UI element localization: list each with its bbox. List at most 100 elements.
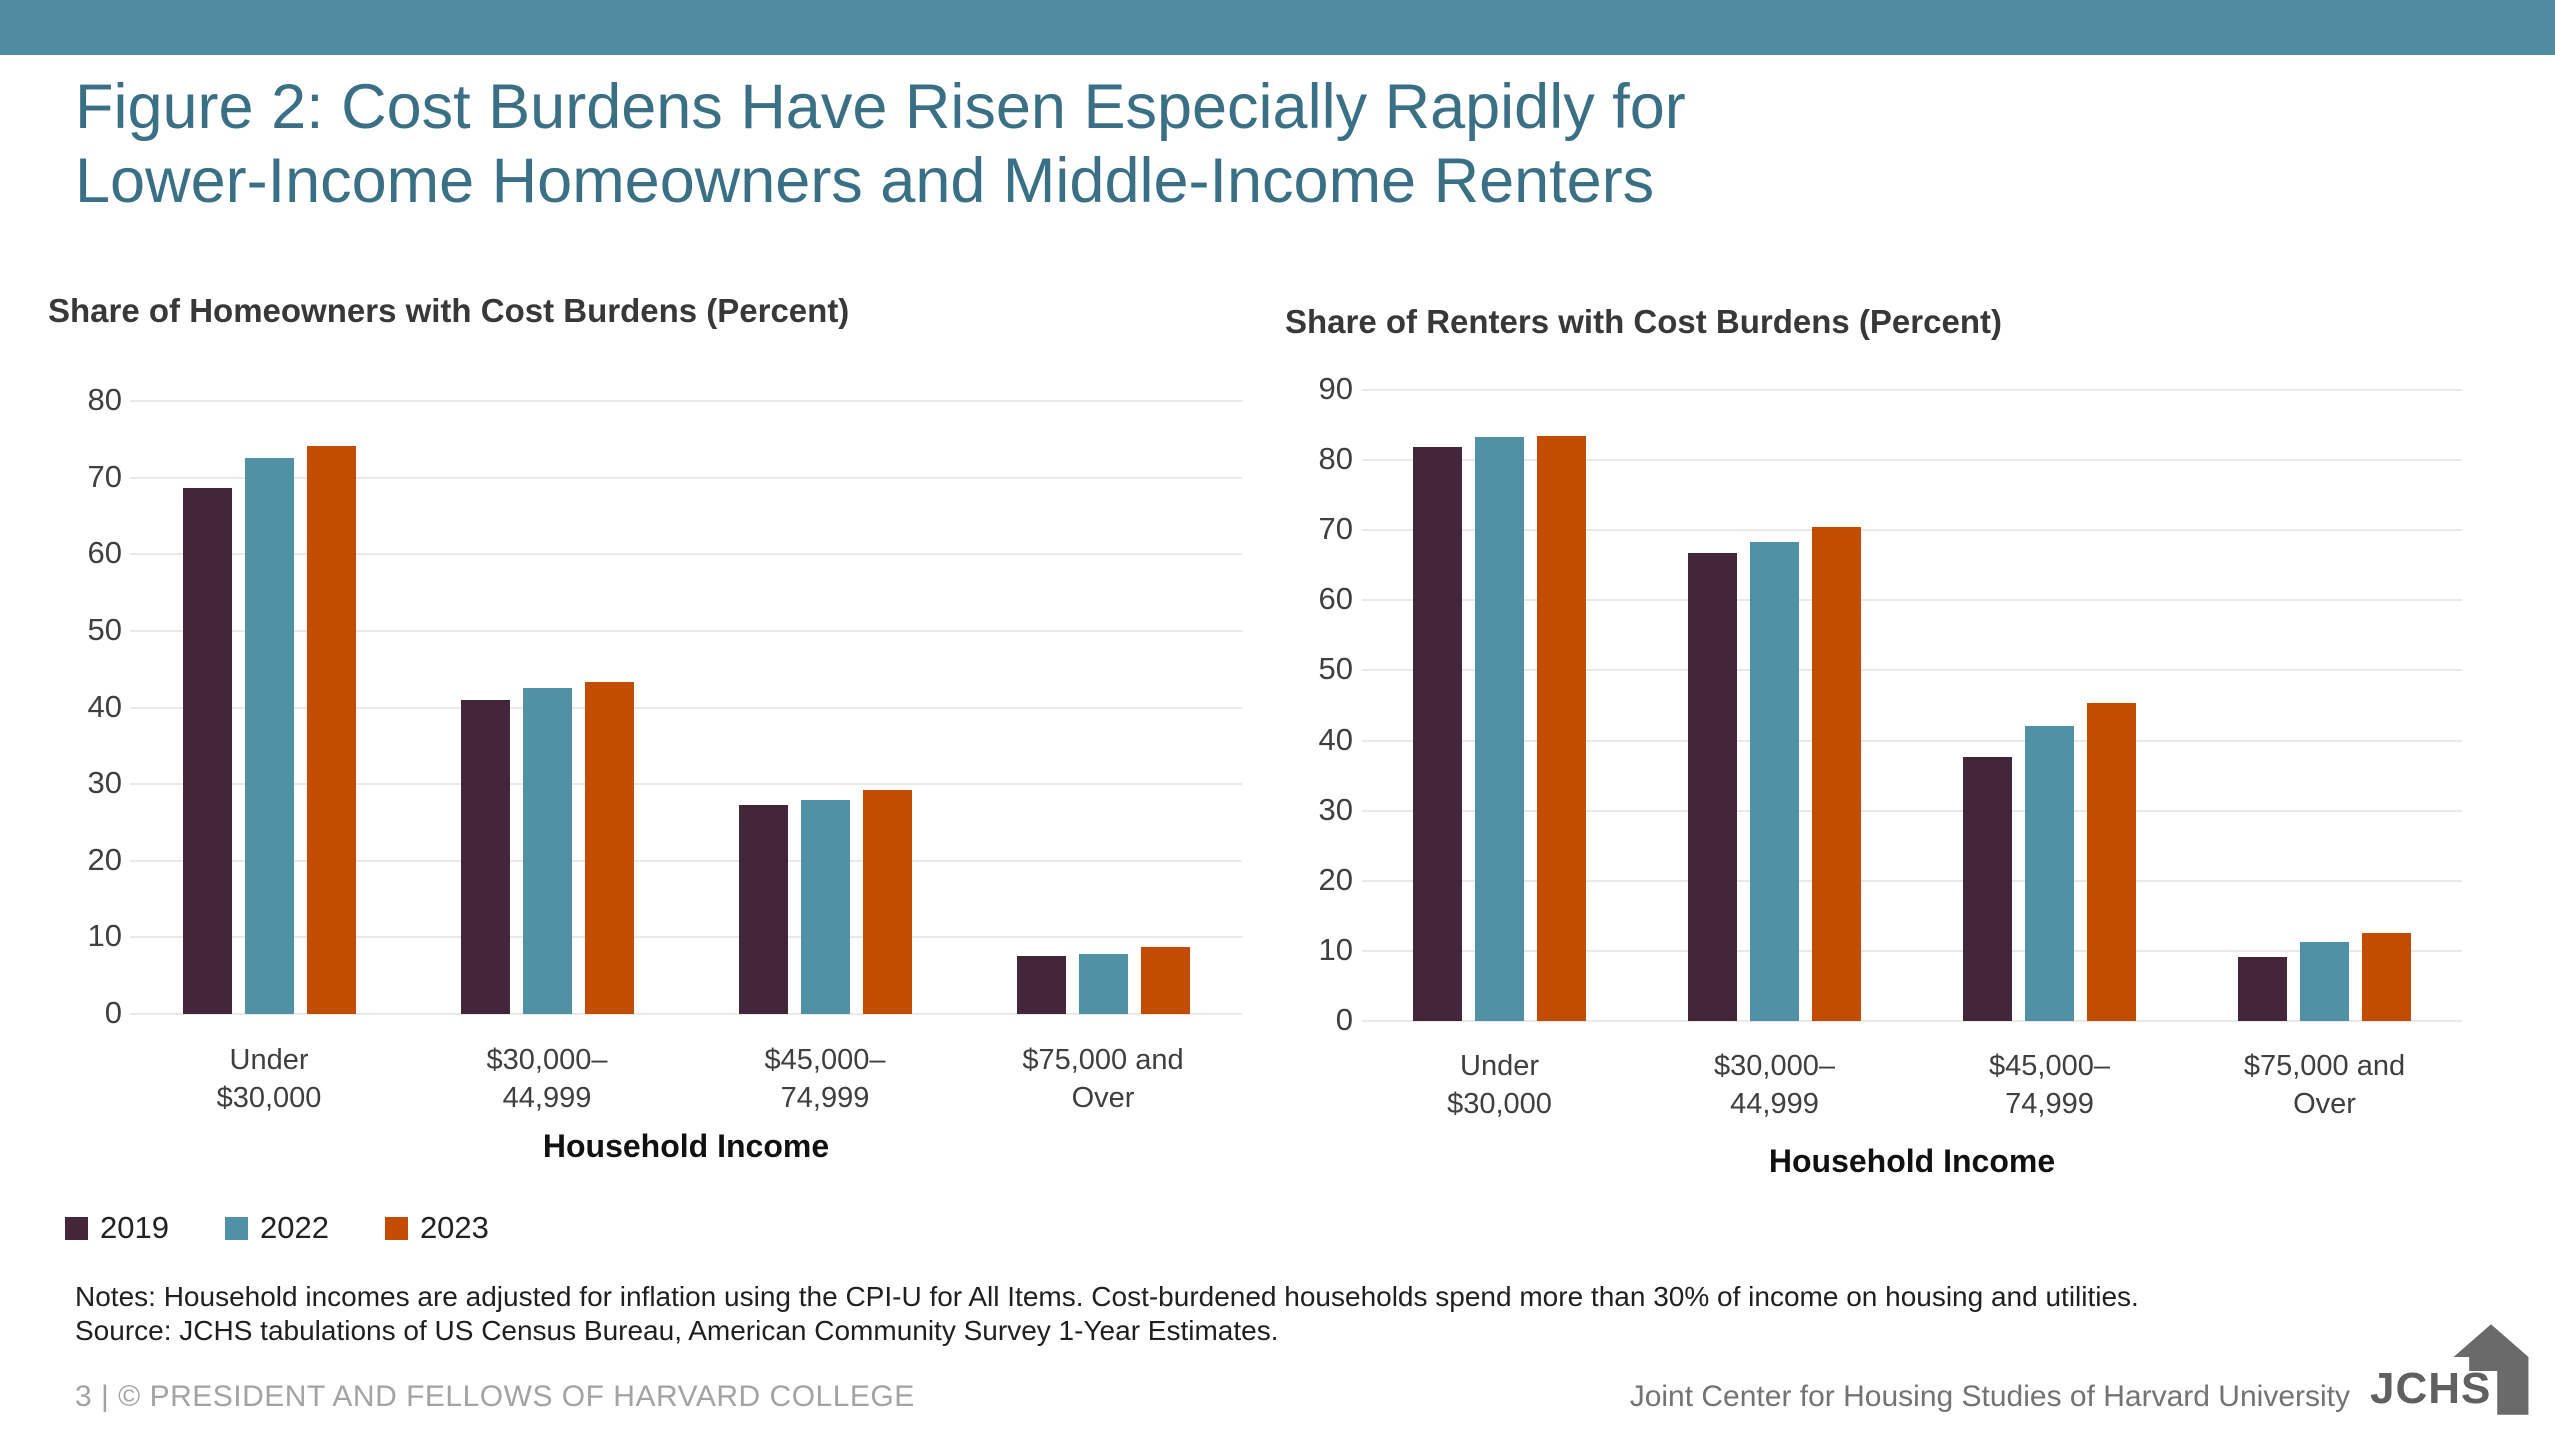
x-axis-category-label: $45,000– 74,999 (764, 1044, 886, 1114)
gridline (130, 629, 1242, 632)
bar-group (1362, 390, 1637, 1021)
bar-2022 (522, 687, 572, 1014)
x-axis-category-label: $75,000 and Over (1022, 1044, 1184, 1114)
bar-group (130, 401, 408, 1014)
x-axis-labels: Under $30,000 $30,000– 44,999 $45,000– 74,999… (1362, 1048, 2462, 1123)
gridline (1362, 739, 2462, 742)
y-axis-tick-label: 70 (1318, 511, 1353, 547)
bar-2023 (306, 446, 356, 1014)
gridline (1362, 389, 2462, 391)
plot-area (130, 400, 1242, 1015)
bar-group (408, 401, 686, 1014)
legend-label-2022: 2022 (259, 1210, 329, 1245)
gridline (1362, 459, 2462, 462)
gridline (1362, 599, 2462, 602)
gridline (1362, 879, 2462, 882)
gridline (130, 1013, 1242, 1015)
page-title: Figure 2: Cost Burdens Have Risen Especi… (75, 70, 2475, 219)
gridline (1362, 809, 2462, 812)
x-axis-title: Household Income (542, 1128, 830, 1164)
footer-org-name: Joint Center for Housing Studies of Harv… (1629, 1380, 2350, 1413)
bar-2019 (182, 487, 232, 1014)
x-axis-category-label: $75,000 and Over (2243, 1050, 2406, 1120)
bar-2023 (2087, 703, 2136, 1021)
bar-2023 (1812, 527, 1861, 1021)
legend-swatch-2023 (384, 1216, 408, 1240)
x-axis-category-label: $45,000– 74,999 (1989, 1050, 2110, 1120)
gridline (1362, 1020, 2462, 1022)
bar-2019 (1016, 955, 1066, 1014)
bar-2022 (2025, 725, 2074, 1021)
y-axis-tick-label: 90 (1318, 371, 1353, 406)
gridline (130, 936, 1242, 939)
legend-label-2019: 2019 (100, 1210, 169, 1245)
notes-block: Notes: Household incomes are adjusted fo… (75, 1280, 2495, 1347)
gridline (1362, 669, 2462, 672)
y-axis-tick-label: 40 (87, 688, 122, 724)
bar-2022 (244, 457, 294, 1014)
legend-item-2019: 2019 (65, 1210, 169, 1246)
x-axis-category-label: Under $30,000 (1447, 1050, 1552, 1120)
page-title-line2: Lower-Income Homeowners and Middle-Incom… (75, 146, 1655, 217)
renters-chart-title: Share of Renters with Cost Burdens (Perc… (1285, 303, 2002, 340)
bar-group (686, 401, 964, 1014)
bar-2023 (1140, 947, 1190, 1014)
bar-groups (1362, 390, 2462, 1021)
source-line: Source: JCHS tabulations of US Census Bu… (75, 1314, 1279, 1346)
footer-copyright: 3 | © PRESIDENT AND FELLOWS OF HARVARD C… (75, 1380, 915, 1413)
y-axis-tick-label: 80 (87, 382, 122, 417)
bar-2022 (2300, 942, 2349, 1021)
y-axis-tick-label: 10 (87, 918, 122, 954)
gridline (130, 783, 1242, 786)
gridline (130, 553, 1242, 556)
jchs-logo: JCHS (2370, 1322, 2530, 1417)
bar-2019 (1963, 757, 2012, 1021)
bar-2023 (1537, 436, 1586, 1021)
y-axis-tick-label: 80 (1318, 441, 1353, 477)
bar-2019 (1413, 446, 1462, 1021)
bar-2023 (584, 682, 634, 1014)
page-title-line1: Figure 2: Cost Burdens Have Risen Especi… (75, 72, 1686, 142)
bar-2022 (1750, 542, 1799, 1021)
top-accent-bar (0, 0, 2555, 55)
y-axis-tick-label: 0 (104, 995, 122, 1030)
legend-item-2023: 2023 (384, 1210, 489, 1246)
y-axis-tick-label: 50 (87, 611, 122, 647)
x-axis-category-label: $30,000– 44,999 (486, 1044, 608, 1114)
notes-line: Notes: Household incomes are adjusted fo… (75, 1281, 2139, 1312)
bar-2023 (2362, 932, 2411, 1021)
jchs-house-icon (2453, 1324, 2529, 1415)
y-axis-tick-label: 40 (1318, 721, 1353, 757)
bar-group (2187, 390, 2462, 1021)
y-axis-tick-label: 10 (1318, 931, 1353, 967)
gridline (130, 400, 1242, 402)
y-axis-tick-label: 70 (87, 458, 122, 494)
y-axis-tick-label: 0 (1335, 1002, 1353, 1037)
y-axis-tick-label: 30 (87, 765, 122, 801)
plot-area (1362, 389, 2462, 1022)
bar-2019 (460, 699, 510, 1014)
gridline (1362, 949, 2462, 952)
jchs-logo-text: JCHS (2370, 1364, 2492, 1413)
bar-group (1912, 390, 2187, 1021)
bar-group (1637, 390, 1912, 1021)
y-axis-tick-label: 50 (1318, 651, 1353, 687)
bar-2022 (800, 800, 850, 1014)
bar-groups (130, 401, 1242, 1014)
x-axis-category-label: $30,000– 44,999 (1714, 1050, 1835, 1120)
gridline (130, 706, 1242, 709)
bar-2019 (1688, 553, 1737, 1021)
x-axis-title: Household Income (1768, 1143, 2056, 1179)
gridline (1362, 529, 2462, 532)
bar-2022 (1475, 436, 1524, 1021)
legend-item-2022: 2022 (224, 1210, 329, 1246)
bar-2019 (738, 804, 788, 1014)
bar-2022 (1078, 954, 1128, 1014)
y-axis-tick-label: 20 (87, 841, 122, 877)
gridline (130, 476, 1242, 479)
y-axis-tick-label: 30 (1318, 791, 1353, 827)
x-axis-category-label: Under $30,000 (216, 1044, 322, 1114)
legend-swatch-2019 (65, 1216, 88, 1240)
homeowners-chart-title: Share of Homeowners with Cost Burdens (P… (48, 292, 850, 329)
